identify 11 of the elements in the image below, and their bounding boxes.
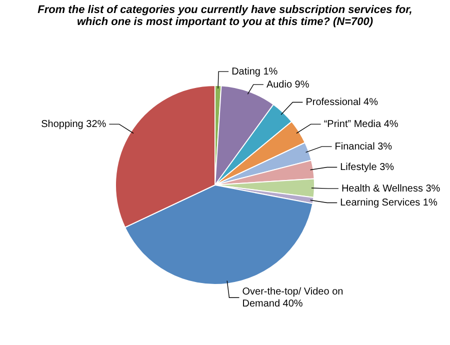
slice-label: Over-the-top/ Video on Demand 40% [242,286,344,310]
slice-label: “Print” Media 4% [324,118,398,130]
slice-label: Learning Services 1% [340,198,438,209]
slice-label: Shopping 32% [41,118,106,130]
slice-label: Health & Wellness 3% [341,183,440,194]
slice-label: Lifestyle 3% [340,162,394,173]
slice-label: Professional 4% [306,97,378,108]
chart-title: From the list of categories you currently have subscription services for, which one is most important to you at this time? (N=700) [36,4,414,30]
slice-label: Financial 3% [334,141,392,152]
slice-label: Audio 9% [266,79,310,90]
slice-label: Dating 1% [232,66,278,78]
